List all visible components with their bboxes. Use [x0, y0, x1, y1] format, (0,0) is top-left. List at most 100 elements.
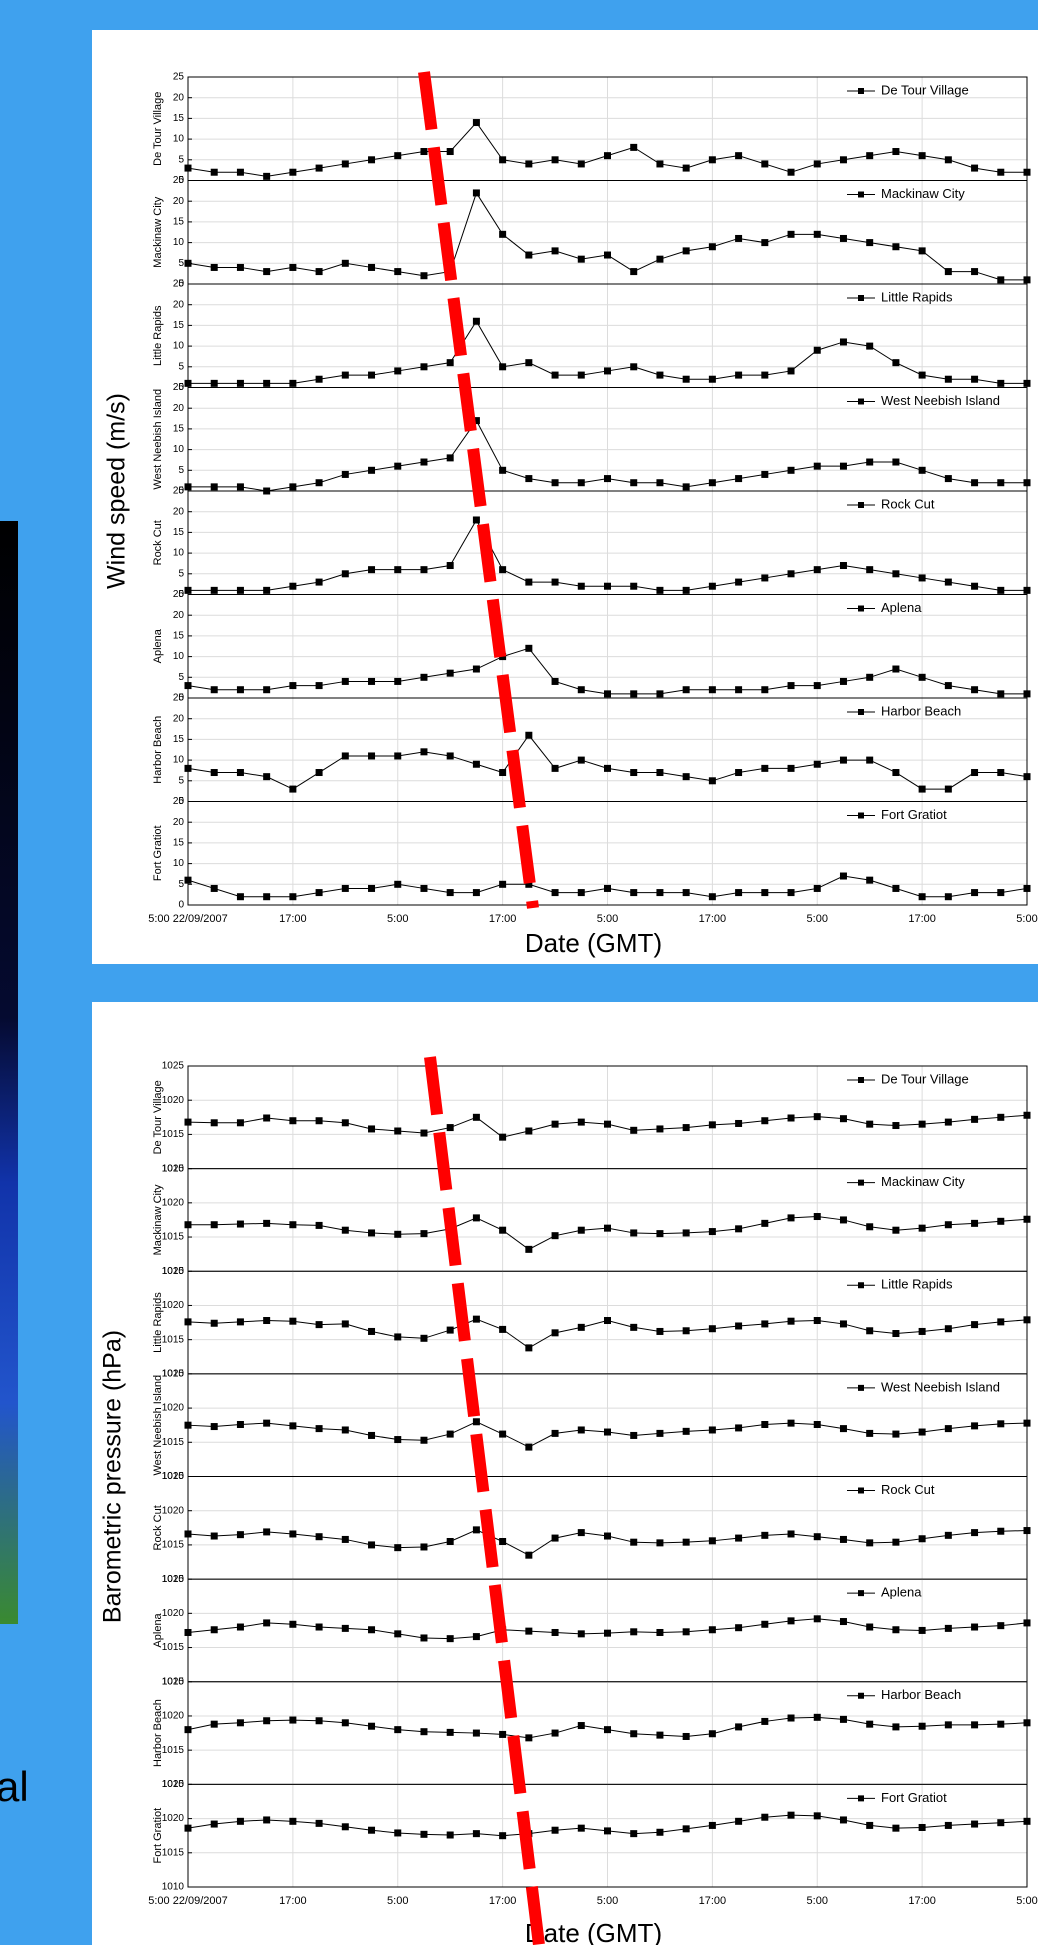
data-point: [525, 1344, 533, 1352]
data-point: [499, 156, 507, 164]
y-tick-label: 5: [178, 775, 184, 786]
data-point: [604, 1317, 611, 1325]
legend-marker: [858, 502, 864, 508]
data-point: [577, 756, 585, 764]
data-point: [997, 586, 1005, 594]
data-point: [918, 673, 926, 681]
data-point: [682, 1732, 690, 1740]
data-point: [525, 1627, 533, 1635]
data-point: [708, 375, 716, 383]
data-point: [944, 1425, 952, 1433]
y-tick-label: 1020: [162, 1505, 185, 1516]
data-point: [499, 1430, 507, 1438]
data-point: [551, 479, 559, 487]
legend-label: Harbor Beach: [881, 1687, 961, 1702]
data-point: [735, 152, 743, 160]
data-point: [446, 752, 454, 760]
data-point: [997, 168, 1005, 176]
data-point: [236, 1817, 244, 1825]
y-tick-label: 0: [178, 279, 184, 290]
data-point: [944, 1118, 952, 1126]
y-tick-label: 15: [173, 320, 185, 331]
data-point: [394, 880, 402, 888]
x-tick-label: 17:00: [699, 1895, 727, 1907]
front-marker: [418, 71, 539, 909]
legend-marker: [858, 709, 864, 715]
y-tick-label: 0: [178, 589, 184, 600]
data-point: [839, 1715, 847, 1723]
data-point: [892, 458, 900, 466]
data-point: [630, 1830, 638, 1838]
data-point: [577, 479, 585, 487]
data-point: [236, 1719, 244, 1727]
data-point: [944, 1325, 952, 1333]
data-point: [525, 475, 533, 483]
data-point: [918, 1120, 926, 1128]
data-point: [866, 673, 874, 681]
legend-label: Mackinaw City: [881, 1174, 965, 1189]
data-point: [813, 1317, 821, 1325]
data-point: [892, 1226, 900, 1234]
data-point: [236, 1220, 244, 1228]
data-point: [525, 160, 533, 168]
data-point: [604, 152, 611, 160]
data-point: [997, 479, 1005, 487]
data-point: [446, 1635, 454, 1643]
data-point: [577, 160, 585, 168]
data-point: [184, 1824, 192, 1832]
data-point: [368, 466, 376, 474]
data-point: [630, 1229, 638, 1237]
panel-y-label: Mackinaw City: [152, 196, 164, 267]
data-point: [315, 1117, 323, 1125]
data-point: [263, 773, 271, 781]
data-point: [813, 1213, 821, 1221]
x-tick-label: 5:00 22/09/2007: [148, 1895, 228, 1907]
legend-label: Mackinaw City: [881, 186, 965, 201]
data-point: [525, 731, 533, 739]
data-point: [682, 1327, 690, 1335]
data-point: [708, 156, 716, 164]
data-point: [236, 1119, 244, 1127]
y-tick-label: 20: [173, 92, 185, 103]
data-point: [446, 1537, 454, 1545]
data-point: [971, 1623, 979, 1631]
data-point: [735, 1723, 743, 1731]
legend-marker: [858, 88, 864, 94]
data-point: [735, 686, 743, 694]
y-tick-label: 15: [173, 113, 185, 124]
y-tick-label: 20: [173, 610, 185, 621]
data-point: [394, 1436, 402, 1444]
data-point: [341, 1719, 349, 1727]
x-tick-label: 5:00: [597, 1895, 618, 1907]
data-point: [944, 156, 952, 164]
data-point: [787, 367, 795, 375]
data-point: [971, 1115, 979, 1123]
data-point: [420, 1230, 428, 1238]
data-point: [918, 1327, 926, 1335]
data-point: [892, 1538, 900, 1546]
panel-y-label: Rock Cut: [152, 520, 164, 565]
y-tick-label: 10: [173, 755, 185, 766]
data-point: [997, 1318, 1005, 1326]
x-tick-label: 5:00: [807, 1895, 828, 1907]
data-point: [551, 1120, 559, 1128]
data-point: [708, 1821, 716, 1829]
data-point: [394, 1544, 402, 1552]
data-point: [499, 1832, 507, 1840]
data-point: [210, 686, 218, 694]
y-tick-label: 1020: [162, 1095, 185, 1106]
data-point: [236, 586, 244, 594]
data-point: [708, 582, 716, 590]
legend-marker: [858, 398, 864, 405]
data-point: [944, 682, 952, 690]
x-axis-title: Date (GMT): [525, 1918, 662, 1945]
data-point: [892, 1824, 900, 1832]
data-point: [918, 1224, 926, 1232]
data-point: [656, 1628, 664, 1636]
data-point: [656, 889, 664, 897]
data-point: [184, 1530, 192, 1538]
data-point: [787, 1811, 795, 1819]
data-point: [839, 1535, 847, 1543]
y-tick-label: 5: [178, 154, 184, 165]
